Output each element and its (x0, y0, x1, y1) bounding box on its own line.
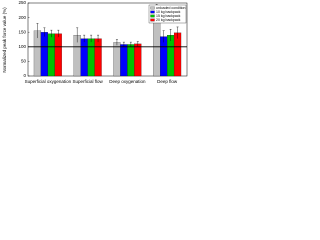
bar (54, 33, 62, 77)
legend-label: unloaded condition (156, 6, 185, 10)
legend-label: 15 kg backpack (156, 14, 181, 18)
x-tick-label: Superficial flow (72, 79, 103, 84)
bar (113, 42, 121, 77)
bar (94, 38, 102, 77)
chart: Normalized peak force value (%) 0 50 100 15… (2, 0, 188, 84)
bar (167, 35, 175, 77)
bar (160, 36, 168, 77)
y-axis-label: Normalized peak force value (%) (2, 7, 7, 73)
bar (127, 44, 135, 77)
bar (47, 33, 55, 77)
legend-swatch (150, 18, 155, 22)
y-tick-label: 100 (18, 44, 26, 49)
bar (40, 32, 48, 77)
x-tick-label: Superficial oxygenation (25, 79, 72, 84)
x-tick-label: Deep flow (157, 79, 178, 84)
y-tick-label: 0 (23, 73, 26, 78)
legend-swatch (150, 10, 155, 14)
bar (120, 44, 128, 77)
y-tick-label: 200 (18, 15, 26, 20)
bar (80, 38, 88, 77)
y-tick-label: 150 (18, 29, 26, 34)
bar (87, 38, 95, 77)
y-tick-label: 250 (18, 0, 26, 5)
legend-label: 10 kg backpack (156, 10, 181, 14)
bar (134, 43, 142, 77)
legend-swatch (150, 6, 155, 10)
y-tick-label: 50 (21, 59, 27, 64)
legend-box (148, 4, 187, 24)
plot-area (27, 2, 188, 77)
legend-swatch (150, 14, 155, 18)
x-tick-label: Deep oxygenation (109, 79, 146, 84)
bar (173, 32, 182, 77)
legend-label: 20 kg backpack (156, 18, 181, 22)
